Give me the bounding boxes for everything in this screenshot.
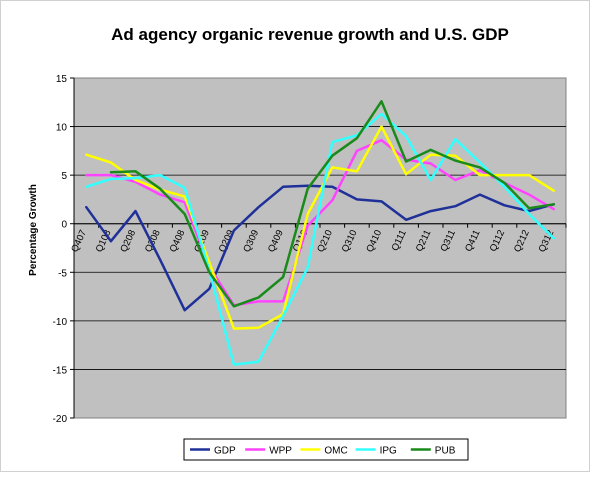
chart-title: Ad agency organic revenue growth and U.S… (111, 25, 509, 44)
legend-label-pub: PUB (435, 446, 456, 457)
series-line-pub (109, 100, 555, 308)
plot-area (73, 77, 567, 419)
y-tick-label: 5 (61, 171, 67, 182)
series-line-ipg (85, 112, 555, 366)
legend-box (183, 438, 469, 461)
y-axis-label: Percentage Growth (28, 184, 39, 276)
y-tick-label: -15 (53, 365, 68, 376)
y-tick-label: -20 (53, 414, 68, 425)
series-line-omc (85, 125, 555, 330)
legend-label-ipg: IPG (380, 446, 397, 457)
y-tick-label: 10 (56, 123, 68, 134)
y-tick-label: -5 (58, 268, 67, 279)
y-tick-label: -10 (53, 317, 68, 328)
y-tick-label: 0 (61, 220, 67, 231)
legend-label-wpp: WPP (269, 446, 292, 457)
legend-label-omc: OMC (324, 446, 347, 457)
series-line-gdp (85, 184, 555, 312)
series-lines (85, 100, 555, 366)
legend: GDP WPP OMC IPG PUB (183, 438, 469, 461)
legend-label-gdp: GDP (214, 446, 236, 457)
y-tick-label: 15 (56, 74, 68, 85)
